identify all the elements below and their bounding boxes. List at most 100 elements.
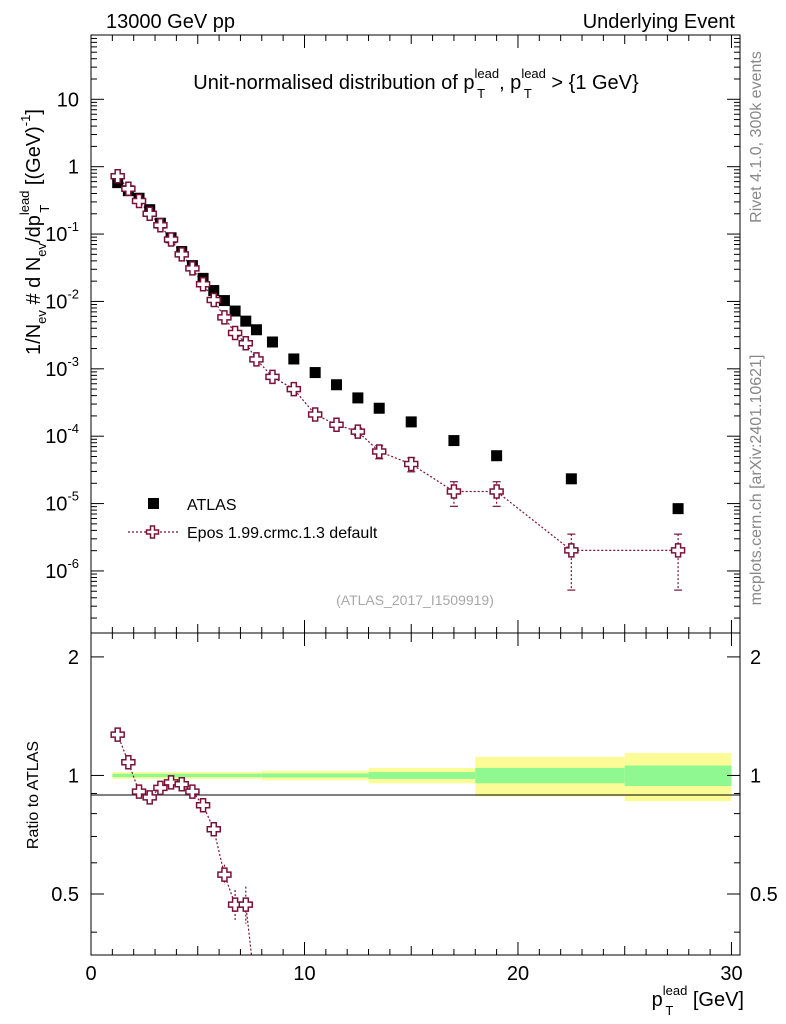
- mc-point: [564, 543, 579, 558]
- mc-point: [195, 276, 211, 292]
- legend-mc-label: Epos 1.99.crmc.1.3 default: [187, 525, 378, 542]
- x-tick-label: 20: [507, 963, 529, 985]
- main-panel: 10-6 10-5 10-4 10-3 10-2 10-1 1 10 Unit-normali…: [17, 34, 741, 634]
- ratio-point: [195, 798, 211, 813]
- mc-point: [163, 232, 179, 247]
- legend-mc-marker: [145, 525, 160, 539]
- mc-point: [489, 484, 504, 499]
- atlas-point: [331, 379, 343, 391]
- ratio-point: [110, 727, 125, 742]
- y-tick-label: 10-2: [45, 286, 79, 313]
- y-tick-label: 10-4: [45, 421, 79, 448]
- y-tick-label: 10-3: [45, 354, 79, 381]
- ratio-panel: 0 10 20 30 0.5 0.5 1 1 2 2 Ratio to ATLAS plead T …: [25, 632, 778, 1018]
- ratio-line: [117, 734, 253, 956]
- mc-point: [371, 444, 387, 459]
- mc-points: [110, 169, 686, 558]
- rivet-credit: Rivet 4.1.0, 300k events: [748, 51, 765, 223]
- atlas-point: [491, 450, 503, 462]
- mc-point: [329, 417, 344, 432]
- x-axis-label: plead T [GeV]: [652, 983, 744, 1018]
- ratio-point: [217, 867, 232, 882]
- mc-point: [307, 407, 323, 422]
- mc-point: [206, 292, 222, 308]
- mc-point: [403, 456, 419, 472]
- analysis-id: (ATLAS_2017_I1509919): [336, 592, 494, 608]
- atlas-point: [672, 503, 684, 515]
- y-tick-label: 10-6: [45, 556, 79, 583]
- ratio-point: [121, 755, 136, 770]
- main-frame: [90, 34, 741, 634]
- y-tick-label: 10-1: [45, 219, 79, 246]
- atlas-point: [448, 435, 460, 447]
- y-tick-label: 10: [57, 89, 79, 111]
- ratio-point: [163, 775, 179, 790]
- energy-label: 13000 GeV pp: [106, 11, 235, 33]
- mcplots-credit: mcplots.cern.ch [arXiv:2401.10621]: [748, 355, 765, 606]
- band-inner: [624, 765, 732, 787]
- atlas-point: [565, 473, 577, 485]
- mc-point: [350, 424, 366, 439]
- ratio-point: [131, 784, 147, 799]
- atlas-point: [218, 295, 230, 307]
- mc-point: [249, 352, 264, 367]
- ratio-points: [110, 727, 254, 912]
- band-inner: [112, 773, 262, 778]
- mc-point: [174, 247, 189, 262]
- x-tick-label: 0: [85, 963, 96, 985]
- ratio-point: [185, 784, 200, 799]
- ratio-point: [206, 822, 222, 837]
- ratio-point: [238, 897, 254, 912]
- ratio-point: [227, 897, 243, 912]
- atlas-point: [352, 392, 364, 404]
- atlas-point: [240, 315, 252, 327]
- legend: ATLAS Epos 1.99.crmc.1.3 default: [128, 497, 378, 542]
- mc-line: [117, 175, 679, 551]
- atlas-point: [250, 324, 262, 336]
- main-ticks: [90, 34, 740, 633]
- atlas-point: [266, 336, 278, 348]
- mc-point: [131, 193, 147, 209]
- ratio-point: [174, 776, 189, 792]
- mc-point: [110, 169, 125, 184]
- ratio-frame: [90, 632, 741, 956]
- mc-point: [217, 310, 232, 325]
- mc-error-bars: [353, 427, 683, 591]
- ratio-ticks: [90, 633, 740, 955]
- band-inner: [475, 767, 625, 784]
- mc-point: [286, 381, 302, 397]
- mc-point: [153, 218, 168, 233]
- band-inner: [261, 773, 369, 778]
- atlas-point: [309, 367, 321, 379]
- atlas-point: [208, 285, 220, 297]
- uncertainty-band: [112, 753, 732, 802]
- ratio-point: [142, 790, 157, 805]
- ratio-y-tick-label-right: 1: [750, 765, 761, 787]
- legend-atlas-marker: [148, 498, 159, 509]
- main-y-label: 1/Nev # d Nev/dplead T [(GeV)-1]: [17, 109, 52, 355]
- mc-point: [238, 335, 254, 351]
- y-tick-label: 10-5: [45, 489, 79, 516]
- panel-title: Unit-normalised distribution of plead T, …: [193, 66, 639, 101]
- mc-series-line: [117, 175, 679, 551]
- y-tick-label: 1: [68, 157, 79, 179]
- x-tick-label: 10: [293, 963, 315, 985]
- mc-point: [142, 206, 157, 222]
- atlas-point: [229, 305, 241, 317]
- ratio-y-tick-label-right: 0.5: [750, 884, 778, 906]
- atlas-points: [112, 177, 684, 515]
- x-tick-label: 30: [720, 963, 742, 985]
- ratio-y-tick-label-right: 2: [750, 647, 761, 669]
- atlas-point: [288, 353, 300, 365]
- ratio-y-tick-label: 0.5: [51, 884, 79, 906]
- process-label: Underlying Event: [583, 11, 736, 33]
- band-inner: [368, 772, 476, 779]
- legend-atlas-label: ATLAS: [187, 497, 237, 514]
- mc-point: [121, 181, 136, 197]
- mc-point: [446, 484, 462, 499]
- atlas-point: [405, 416, 417, 428]
- mc-point: [670, 543, 686, 558]
- mc-point: [185, 261, 200, 276]
- ratio-point: [153, 780, 168, 796]
